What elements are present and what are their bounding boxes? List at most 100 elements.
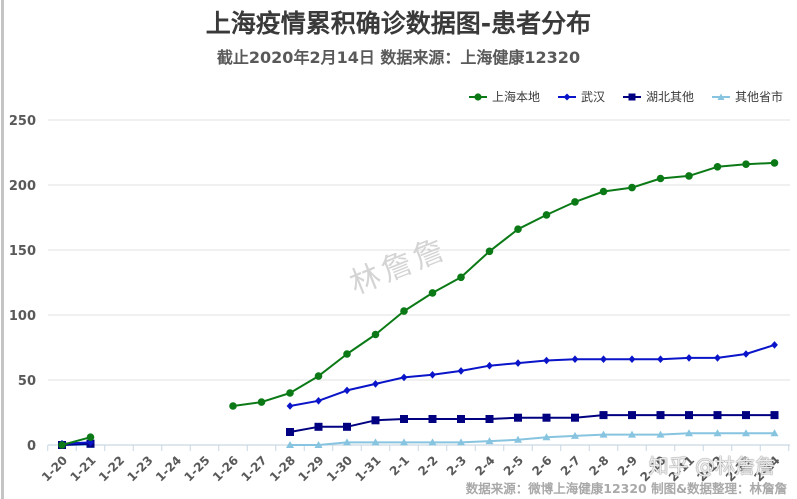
diamond-marker-icon: [543, 356, 550, 365]
circle-marker-icon: [286, 389, 294, 397]
x-tick-label: 1-27: [238, 453, 269, 484]
diamond-marker-icon: [628, 355, 636, 363]
circle-marker-icon: [86, 433, 95, 442]
square-marker-icon: [628, 411, 636, 420]
diamond-marker-icon: [429, 371, 436, 379]
diamond-marker-icon: [457, 367, 465, 375]
y-tick-label: 250: [9, 114, 36, 129]
diamond-marker-icon: [372, 380, 379, 388]
square-marker-icon: [742, 411, 750, 420]
triangle-marker-icon: [685, 429, 693, 437]
x-tick-label: 1-24: [153, 453, 184, 484]
triangle-marker-icon: [711, 93, 730, 100]
circle-marker-icon: [542, 211, 551, 219]
circle-marker-icon: [343, 350, 351, 358]
diamond-marker-icon: [771, 341, 778, 349]
triangle-marker-icon: [713, 429, 722, 437]
x-tick-label: 1-29: [295, 453, 326, 484]
square-marker-icon: [571, 413, 579, 422]
square-marker-icon: [371, 416, 380, 425]
triangle-marker-icon: [571, 431, 579, 439]
circle-marker-icon: [770, 159, 779, 167]
legend-item-hubei-other[interactable]: 湖北其他: [622, 88, 694, 105]
zhihu-watermark: 知乎 @林詹詹: [648, 454, 775, 478]
circle-marker-icon: [468, 92, 487, 101]
circle-marker-icon: [628, 183, 636, 192]
circle-marker-icon: [229, 402, 237, 410]
legend-item-other-provinces[interactable]: 其他省市: [711, 88, 783, 105]
diamond-marker-icon: [343, 386, 351, 395]
diamond-marker-icon: [486, 361, 493, 370]
y-tick-label: 100: [9, 309, 36, 324]
square-marker-icon: [514, 413, 522, 422]
x-tick-label: 2-5: [501, 453, 526, 478]
triangle-marker-icon: [286, 441, 294, 448]
circle-marker-icon: [485, 247, 494, 256]
circle-marker-icon: [514, 225, 522, 233]
triangle-marker-icon: [628, 430, 636, 438]
series-line: [290, 432, 775, 446]
triangle-marker-icon: [485, 437, 494, 445]
x-tick-label: 2-1: [387, 453, 412, 478]
series-上海本地: [58, 159, 779, 449]
square-marker-icon: [685, 411, 693, 420]
triangle-marker-icon: [343, 438, 351, 446]
y-tick-label: 200: [9, 179, 36, 194]
legend-item-wuhan[interactable]: 武汉: [557, 88, 605, 105]
series-武汉: [58, 341, 778, 448]
x-tick-label: 1-21: [67, 453, 98, 484]
circle-marker-icon: [685, 172, 693, 180]
square-marker-icon: [343, 422, 351, 431]
circle-marker-icon: [656, 174, 665, 183]
triangle-marker-icon: [371, 438, 380, 446]
triangle-marker-icon: [770, 429, 779, 437]
x-tick-label: 1-30: [324, 453, 355, 484]
square-marker-icon: [599, 411, 608, 420]
circle-marker-icon: [400, 307, 408, 315]
y-tick-label: 150: [9, 244, 36, 259]
circle-marker-icon: [58, 441, 66, 449]
circle-marker-icon: [457, 273, 465, 282]
y-tick-label: 50: [18, 374, 36, 389]
triangle-marker-icon: [457, 438, 465, 446]
legend-label: 上海本地: [491, 90, 540, 104]
diamond-marker-icon: [400, 373, 408, 382]
diamond-marker-icon: [557, 93, 576, 100]
square-marker-icon: [457, 415, 465, 423]
triangle-marker-icon: [400, 438, 408, 446]
x-tick-label: 2-3: [444, 453, 469, 478]
square-marker-icon: [286, 428, 294, 436]
x-tick-label: 1-25: [181, 453, 212, 484]
legend-label: 湖北其他: [645, 90, 694, 104]
triangle-marker-icon: [656, 430, 665, 438]
series-line: [232, 161, 775, 407]
circle-marker-icon: [371, 330, 380, 339]
data-source-footer: 数据来源：微博上海健康12320 制图&数据整理：林詹詹: [465, 481, 787, 496]
x-tick-label: 2-8: [586, 453, 611, 478]
legend: 上海本地 武汉 湖北其他 其他省市: [468, 88, 783, 105]
square-marker-icon: [542, 413, 551, 422]
diamond-marker-icon: [514, 359, 522, 367]
square-marker-icon: [622, 93, 641, 100]
circle-marker-icon: [314, 372, 323, 380]
y-axis: 0 50 100 150 200 250: [9, 114, 36, 454]
circle-marker-icon: [742, 160, 750, 168]
circle-marker-icon: [571, 198, 579, 206]
x-tick-label: 1-20: [39, 453, 70, 484]
diamond-marker-icon: [600, 355, 607, 363]
x-tick-label: 2-2: [415, 453, 440, 478]
diamond-marker-icon: [657, 355, 664, 363]
diamond-marker-icon: [685, 354, 693, 362]
legend-label: 武汉: [580, 90, 605, 104]
circle-marker-icon: [713, 163, 722, 171]
triangle-marker-icon: [599, 430, 608, 438]
circle-marker-icon: [428, 289, 437, 297]
triangle-marker-icon: [742, 429, 750, 437]
x-tick-label: 2-7: [558, 453, 583, 478]
square-marker-icon: [713, 411, 722, 420]
circle-marker-icon: [257, 398, 266, 406]
left-border: [1, 0, 4, 499]
legend-item-shanghai-local[interactable]: 上海本地: [468, 88, 540, 105]
data-series: [58, 159, 779, 449]
